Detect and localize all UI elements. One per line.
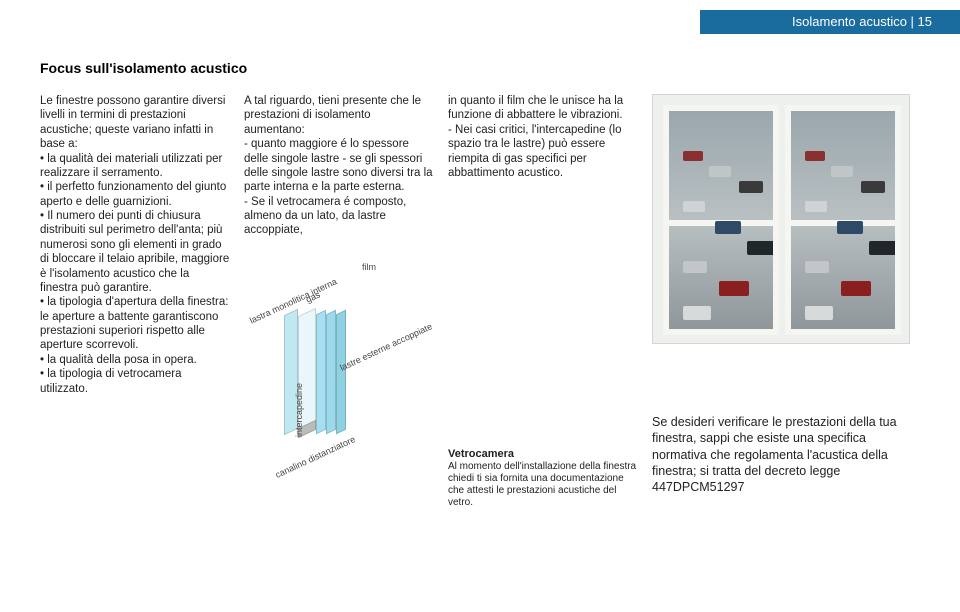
window-pane-right bbox=[785, 105, 901, 335]
col1-b5: • la qualità della posa in opera. bbox=[40, 353, 230, 367]
col1-b6: • la tipologia di vetrocamera utilizzato… bbox=[40, 367, 230, 396]
header-title: Isolamento acustico | 15 bbox=[792, 14, 932, 29]
caption-title: Vetrocamera bbox=[448, 448, 638, 461]
traffic-cars-left bbox=[669, 111, 773, 329]
column-1: Le finestre possono garantire diversi li… bbox=[40, 94, 230, 509]
col1-b4: • la tipologia d'apertura della finestra… bbox=[40, 295, 230, 353]
car-blob bbox=[837, 221, 863, 234]
car-blob bbox=[747, 241, 773, 255]
lbl-lastre-est: lastre esterne accoppiate bbox=[338, 321, 434, 374]
window-pane-left bbox=[663, 105, 779, 335]
car-blob bbox=[841, 281, 871, 296]
car-blob bbox=[715, 221, 741, 234]
col2-p3: - Se il vetrocamera é composto, almeno d… bbox=[244, 195, 434, 238]
lbl-canalino: canalino distanziatore bbox=[274, 434, 358, 481]
slab-mid bbox=[316, 309, 326, 434]
page-header: Isolamento acustico | 15 bbox=[700, 10, 960, 34]
window-photo bbox=[652, 94, 910, 344]
car-blob bbox=[709, 166, 731, 177]
col3-p2: - Nei casi critici, l'intercapedine (lo … bbox=[448, 123, 638, 181]
col1-b1: • la qualità dei materiali utilizzati pe… bbox=[40, 152, 230, 181]
column-4: Se desideri verificare le prestazioni de… bbox=[652, 94, 912, 509]
columns: Le finestre possono garantire diversi li… bbox=[40, 94, 920, 509]
caption-text: Al momento dell'installazione della fine… bbox=[448, 461, 638, 509]
car-blob bbox=[683, 151, 703, 161]
col1-b3: • Il numero dei punti di chiusura distri… bbox=[40, 209, 230, 295]
car-blob bbox=[805, 306, 833, 320]
col2-p1: A tal riguardo, tieni presente che le pr… bbox=[244, 94, 434, 137]
car-blob bbox=[805, 201, 827, 212]
page-content: Focus sull'isolamento acustico Le finest… bbox=[40, 60, 920, 509]
col1-intro: Le finestre possono garantire diversi li… bbox=[40, 94, 230, 152]
traffic-cars-right bbox=[791, 111, 895, 329]
car-blob bbox=[861, 181, 885, 193]
car-blob bbox=[683, 201, 705, 212]
col2-p2: - quanto maggiore é lo spessore delle si… bbox=[244, 137, 434, 195]
column-3: in quanto il film che le unisce ha la fu… bbox=[448, 94, 638, 509]
lbl-film: film bbox=[362, 262, 376, 273]
col3-p1: in quanto il film che le unisce ha la fu… bbox=[448, 94, 638, 123]
car-blob bbox=[805, 151, 825, 161]
car-blob bbox=[831, 166, 853, 177]
focus-title: Focus sull'isolamento acustico bbox=[40, 60, 920, 76]
car-blob bbox=[683, 306, 711, 320]
column-2: A tal riguardo, tieni presente che le pr… bbox=[244, 94, 434, 509]
slab-back1 bbox=[326, 309, 336, 434]
lbl-intercapedine: intercapedine bbox=[294, 383, 305, 437]
car-blob bbox=[869, 241, 895, 255]
car-blob bbox=[719, 281, 749, 296]
car-blob bbox=[805, 261, 829, 273]
vetrocamera-caption: Vetrocamera Al momento dell'installazion… bbox=[448, 448, 638, 509]
col4-p1: Se desideri verificare le prestazioni de… bbox=[652, 414, 912, 495]
glass-diagram: lastra monolitica interna gas film lastr… bbox=[244, 242, 434, 452]
car-blob bbox=[739, 181, 763, 193]
col1-b2: • il perfetto funzionamento del giunto a… bbox=[40, 180, 230, 209]
car-blob bbox=[683, 261, 707, 273]
